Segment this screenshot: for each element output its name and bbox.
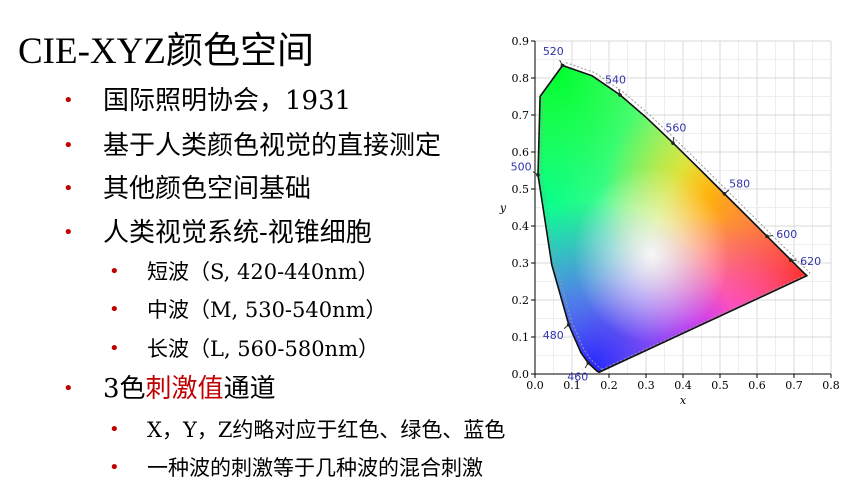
wavelength-marker [586,361,591,365]
list-item: • 国际照明协会，1931 [63,84,351,118]
x-tick-label: 0.3 [637,379,655,392]
y-tick-label: 0.4 [512,220,530,233]
wavelength-marker [722,192,727,196]
wavelength-marker [788,258,793,262]
sub-list-item: • X，Y，Z约略对应于红色、绿色、蓝色 [109,416,505,444]
wavelength-marker [765,234,769,239]
wavelength-marker [618,93,622,97]
wavelength-marker [536,173,540,177]
y-tick-label: 0.6 [512,146,530,159]
bullet-dot-icon: • [63,178,74,199]
wavelength-label: 620 [800,255,821,268]
sub-list-item: • 一种波的刺激等于几种波的混合刺激 [109,454,483,482]
wavelength-marker [671,141,675,145]
bullet-dot-icon: • [109,338,120,359]
bullet-text: 国际照明协会，1931 [103,86,352,116]
bullet-text-prefix: 3色 [103,374,146,404]
y-tick-label: 0.3 [512,257,530,270]
bullet-text: 其他颜色空间基础 [103,174,312,204]
bullet-text: X，Y，Z约略对应于红色、绿色、蓝色 [147,418,506,442]
chart-axes: 0.0 0.1 0.2 0.3 0.4 0.5 0.6 0.7 0.8 0.0 0.1 0.2 0.3 0… [499,35,840,407]
wavelength-labels: 460 480 500 520 540 560 580 600 620 [511,45,821,383]
y-tick-label: 0.9 [512,35,530,48]
bullet-text: 人类视觉系统-视锥细胞 [103,218,372,248]
spectral-locus [537,61,811,373]
page-title: CIE-XYZ颜色空间 [18,31,314,72]
list-item: • 基于人类颜色视觉的直接测定 [63,129,441,163]
bullet-dot-icon: • [63,378,74,399]
bullet-text: 中波（M, 530-540nm） [147,298,387,322]
highlighted-term: 刺激值 [145,374,224,404]
wavelength-label: 540 [605,73,626,86]
locus-shadow-outline [540,61,811,370]
wavelength-label: 580 [729,177,750,190]
wavelength-label: 520 [543,45,564,58]
bullet-text-suffix: 通道 [223,374,276,404]
bullet-text: 长波（L, 560-580nm） [147,337,379,361]
locus-outline [537,64,809,373]
x-tick-label: 0.4 [674,379,692,392]
y-tick-label: 0.5 [512,183,530,196]
bullet-dot-icon: • [109,457,120,478]
x-tick-label: 0.1 [563,379,581,392]
y-axis-label: y [499,202,507,215]
wavelength-label: 500 [511,160,532,173]
y-tick-label: 0.0 [512,368,530,381]
bullet-dot-icon: • [63,90,74,111]
gamut-gradient-layer [538,65,807,373]
wavelength-label: 600 [776,228,797,241]
list-item: • 其他颜色空间基础 [63,172,311,206]
bullet-dot-icon: • [109,299,120,320]
sub-list-item: • 短波（S, 420-440nm） [109,258,379,286]
wavelength-label: 560 [665,121,686,134]
bullet-dot-icon: • [63,135,74,156]
list-item: • 人类视觉系统-视锥细胞 [63,216,372,250]
wavelength-marker [560,63,565,68]
wavelength-label: 480 [543,329,564,342]
bullet-text: 一种波的刺激等于几种波的混合刺激 [147,456,483,480]
list-item: • 3色刺激值通道 [63,372,276,406]
sub-list-item: • 中波（M, 530-540nm） [109,296,387,324]
color-gamut-fill [538,65,807,373]
gamut-gradient-group [538,65,807,373]
bullet-text: 3色刺激值通道 [103,372,276,406]
wavelength-marker [566,322,571,327]
bullet-text: 基于人类颜色视觉的直接测定 [103,131,442,161]
y-tick-label: 0.8 [512,72,530,85]
cie-chromaticity-diagram: 0.0 0.1 0.2 0.3 0.4 0.5 0.6 0.7 0.8 0.0 0.1 0.2 0.3 0… [499,35,840,407]
y-tick-label: 0.2 [512,294,530,307]
x-tick-label: 0.7 [785,379,803,392]
x-tick-label: 0.2 [600,379,618,392]
x-axis-label: x [680,394,687,407]
x-tick-label: 0.5 [711,379,729,392]
x-tick-label: 0.8 [822,379,840,392]
wavelength-label: 460 [567,370,588,383]
y-tick-label: 0.1 [512,331,530,344]
bullet-text: 短波（S, 420-440nm） [147,260,379,284]
bullet-dot-icon: • [109,419,120,440]
bullet-list: • 国际照明协会，1931 • 基于人类颜色视觉的直接测定 • 其他颜色空间基础… [63,84,505,482]
bullet-dot-icon: • [63,222,74,243]
sub-list-item: • 长波（L, 560-580nm） [109,335,379,363]
x-tick-label: 0.0 [526,379,544,392]
bullet-dot-icon: • [109,261,120,282]
x-tick-label: 0.6 [748,379,766,392]
y-tick-label: 0.7 [512,109,530,122]
